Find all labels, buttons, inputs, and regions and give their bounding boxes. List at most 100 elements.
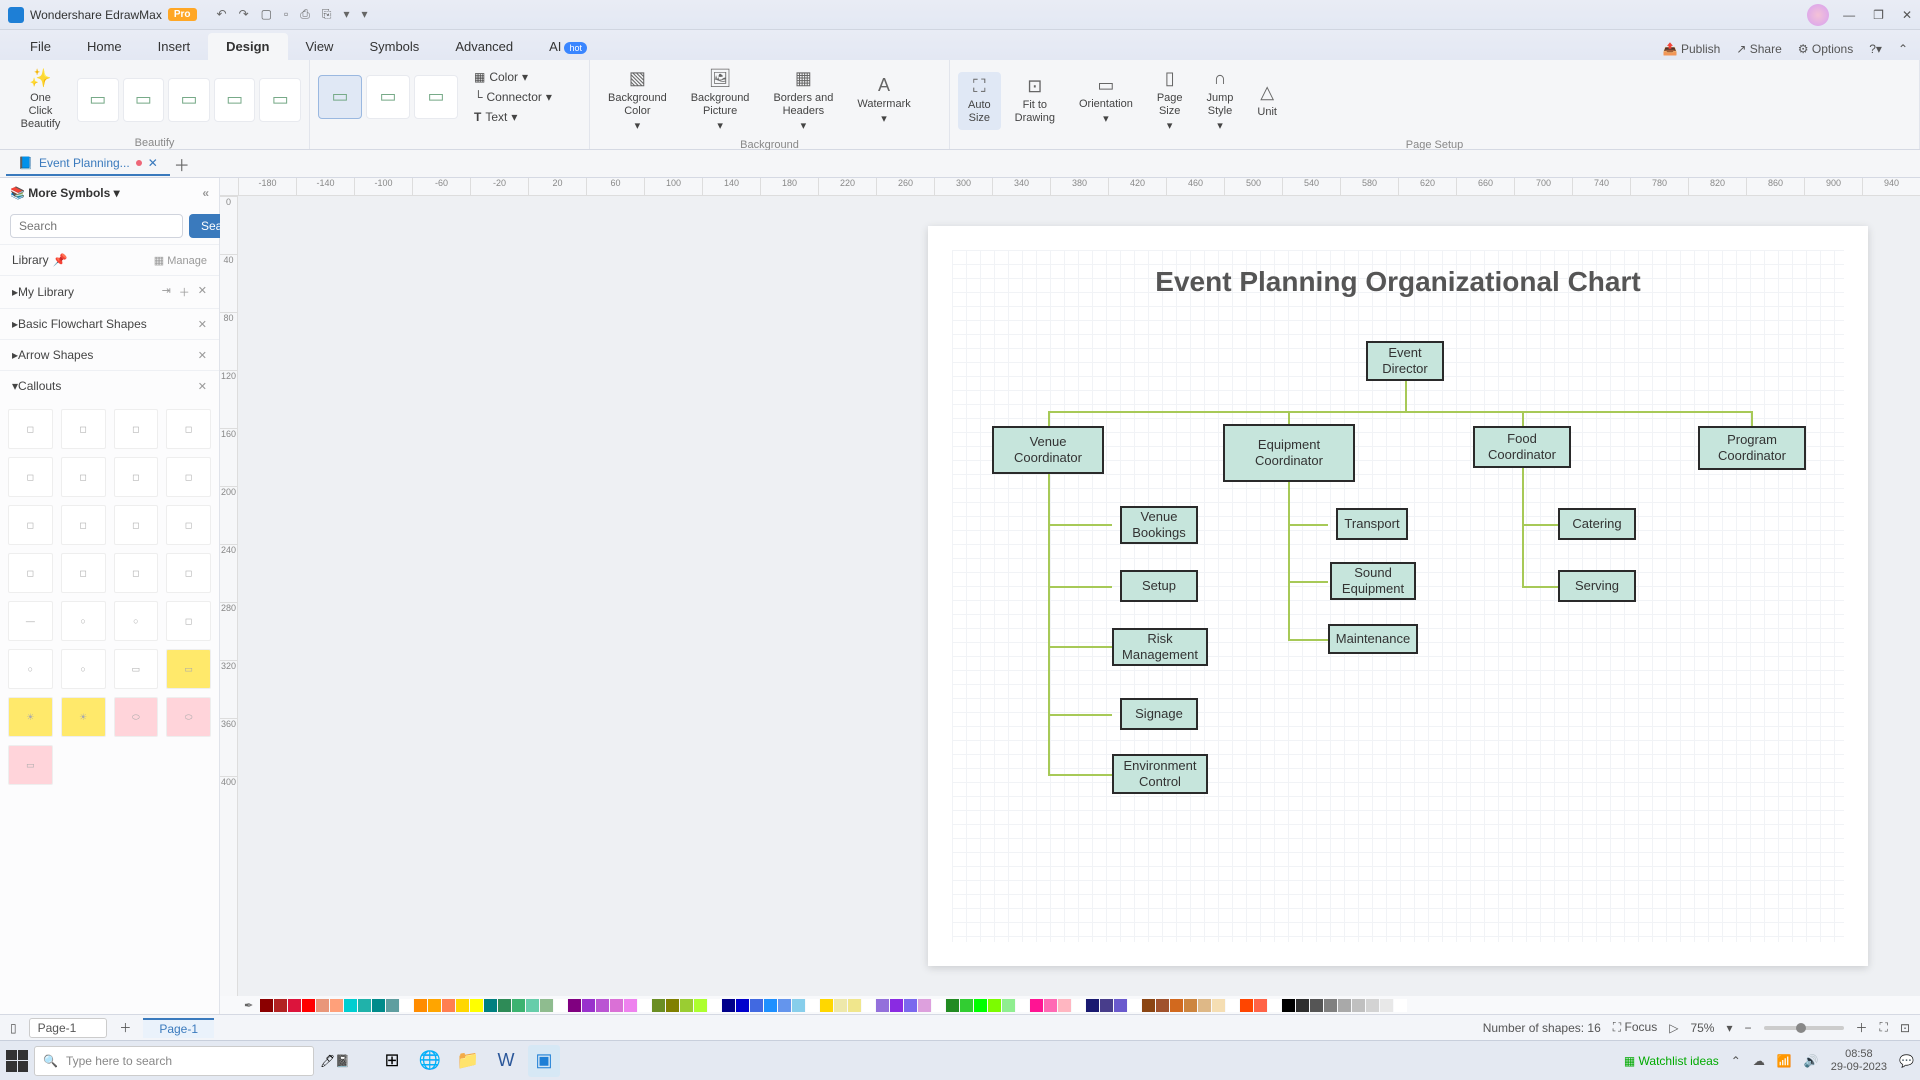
callout-shape[interactable]: ☀ [8,697,53,737]
callout-shape[interactable]: ◻ [61,409,106,449]
unit-button[interactable]: △Unit [1247,78,1287,123]
jump-style-button[interactable]: ∩Jump Style▾ [1197,64,1244,137]
color-swatch[interactable] [260,999,273,1012]
orientation-button[interactable]: ▭Orientation▾ [1069,71,1143,131]
page-layout-icon[interactable]: ▯ [10,1021,17,1035]
color-swatch[interactable] [358,999,371,1012]
theme-preset-7[interactable]: ▭ [366,75,410,119]
text-dropdown[interactable]: T Text ▾ [468,108,558,126]
color-swatch[interactable] [1394,999,1407,1012]
org-node-sound[interactable]: Sound Equipment [1330,562,1416,600]
qat-icon[interactable]: ▢ [261,7,272,22]
color-swatch[interactable] [1338,999,1351,1012]
color-swatch[interactable] [302,999,315,1012]
windows-search-input[interactable]: 🔍 Type here to search [34,1046,314,1076]
user-avatar[interactable] [1807,4,1829,26]
color-swatch[interactable] [512,999,525,1012]
menu-advanced[interactable]: Advanced [437,33,531,60]
color-swatch[interactable] [722,999,735,1012]
color-swatch[interactable] [960,999,973,1012]
color-swatch[interactable] [666,999,679,1012]
color-swatch[interactable] [1072,999,1085,1012]
color-swatch[interactable] [414,999,427,1012]
org-node-transport[interactable]: Transport [1336,508,1408,540]
color-swatch[interactable] [932,999,945,1012]
color-swatch[interactable] [344,999,357,1012]
system-clock[interactable]: 08:5829-09-2023 [1831,1048,1887,1072]
file-explorer-icon[interactable]: 📁 [452,1045,484,1077]
org-node-risk[interactable]: Risk Management [1112,628,1208,666]
theme-preset-6[interactable]: ▭ [318,75,362,119]
auto-size-button[interactable]: ⛶Auto Size [958,72,1001,130]
color-swatch[interactable] [1198,999,1211,1012]
add-page-button[interactable]: ＋ [119,1019,131,1036]
color-swatch[interactable] [1184,999,1197,1012]
callout-shape[interactable]: ◻ [114,505,159,545]
color-swatch[interactable] [372,999,385,1012]
one-click-beautify-button[interactable]: ✨One Click Beautify [8,64,73,135]
color-swatch[interactable] [1366,999,1379,1012]
color-swatch[interactable] [680,999,693,1012]
presentation-icon[interactable]: ▷ [1669,1021,1678,1035]
org-node-serving[interactable]: Serving [1558,570,1636,602]
org-node-catering[interactable]: Catering [1558,508,1636,540]
color-swatch[interactable] [1030,999,1043,1012]
org-node-program[interactable]: Program Coordinator [1698,426,1806,470]
color-swatch[interactable] [806,999,819,1012]
zoom-in-button[interactable]: ＋ [1856,1019,1868,1036]
callout-shape[interactable]: ◻ [61,505,106,545]
callout-shape[interactable]: ◻ [61,457,106,497]
color-swatch[interactable] [400,999,413,1012]
callout-shape[interactable]: ◻ [8,553,53,593]
org-node-director[interactable]: Event Director [1366,341,1444,381]
qat-icon[interactable]: ⎙ [300,7,310,22]
borders-headers-button[interactable]: ▦Borders and Headers▾ [763,64,843,137]
org-node-food[interactable]: Food Coordinator [1473,426,1571,468]
add-tab-button[interactable]: ＋ [170,152,194,176]
color-swatch[interactable] [1170,999,1183,1012]
callout-shape[interactable]: ☀ [61,697,106,737]
callout-shape[interactable]: ◻ [114,457,159,497]
color-swatch[interactable] [1324,999,1337,1012]
watermark-button[interactable]: AWatermark▾ [847,71,920,131]
menu-file[interactable]: File [12,33,69,60]
color-swatch[interactable] [442,999,455,1012]
color-swatch[interactable] [946,999,959,1012]
color-swatch[interactable] [820,999,833,1012]
fullscreen-icon[interactable]: ⊡ [1900,1021,1910,1035]
color-swatch[interactable] [1086,999,1099,1012]
color-swatch[interactable] [848,999,861,1012]
color-swatch[interactable] [330,999,343,1012]
color-swatch[interactable] [470,999,483,1012]
color-swatch[interactable] [596,999,609,1012]
callout-shape[interactable]: ◻ [8,505,53,545]
callout-shape[interactable]: ◻ [166,505,211,545]
callout-shape[interactable]: ⬭ [166,697,211,737]
color-swatch[interactable] [1240,999,1253,1012]
menu-ai[interactable]: AIhot [531,33,605,60]
page-selector[interactable]: Page-1 [29,1018,108,1038]
wifi-icon[interactable]: 📶 [1777,1054,1792,1068]
color-swatch[interactable] [1156,999,1169,1012]
color-swatch[interactable] [974,999,987,1012]
color-swatch[interactable] [708,999,721,1012]
callout-shape[interactable]: ▭ [114,649,159,689]
page-size-button[interactable]: ▯Page Size▾ [1147,64,1193,137]
callout-shape[interactable]: ◻ [61,553,106,593]
org-node-signage[interactable]: Signage [1120,698,1198,730]
menu-home[interactable]: Home [69,33,140,60]
collapse-left-icon[interactable]: « [202,186,209,200]
minimize-button[interactable]: — [1843,8,1855,22]
undo-icon[interactable]: ↶ [217,7,227,22]
color-swatch[interactable] [736,999,749,1012]
color-swatch[interactable] [1142,999,1155,1012]
onedrive-icon[interactable]: ☁ [1753,1054,1765,1068]
color-swatch[interactable] [890,999,903,1012]
import-icon[interactable]: ⇥ [162,284,171,300]
focus-button[interactable]: ⛶ Focus [1613,1020,1657,1035]
edge-icon[interactable]: 🌐 [414,1045,446,1077]
cortana-icon[interactable]: 🖊📓 [320,1054,370,1068]
color-swatch[interactable] [540,999,553,1012]
help-icon[interactable]: ?▾ [1869,42,1882,56]
color-swatch[interactable] [498,999,511,1012]
